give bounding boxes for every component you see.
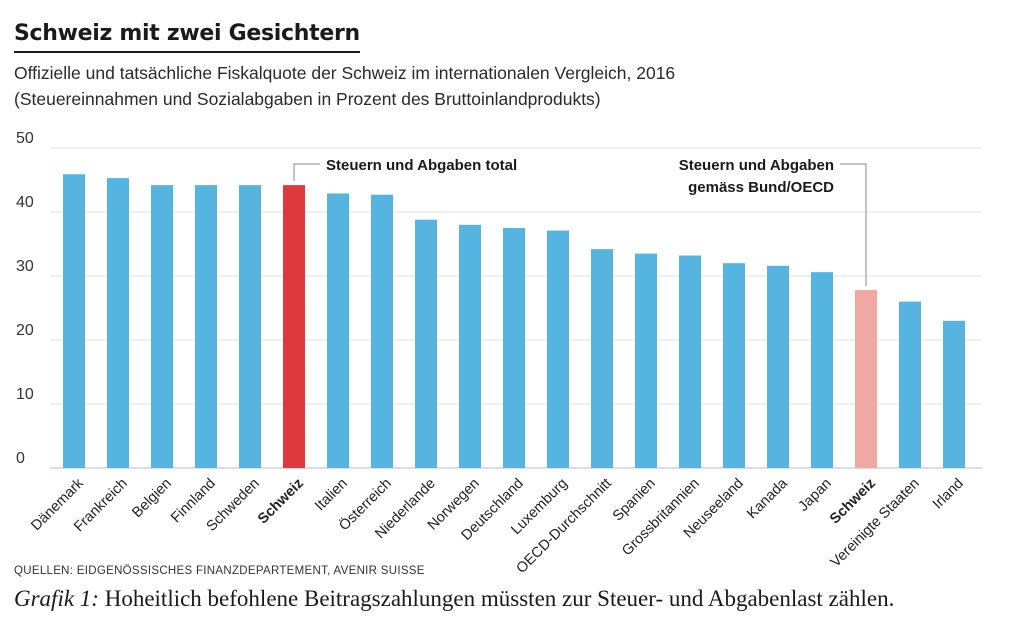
caption-text: Hoheitlich befohlene Beitragszahlungen m… — [98, 586, 895, 611]
source-note: QUELLEN: EIDGENÖSSISCHES FINANZDEPARTEME… — [14, 565, 425, 577]
bar — [767, 265, 789, 468]
x-tick-label: Grossbritannien — [619, 476, 703, 560]
bar — [503, 228, 525, 468]
bar — [327, 193, 349, 468]
chart-title: Schweiz mit zwei Gesichtern — [14, 20, 360, 53]
annotation-label: Steuern und Abgaben — [679, 157, 834, 174]
y-tick-label: 20 — [16, 322, 34, 339]
annotation-leader-line — [840, 163, 867, 287]
bar — [811, 272, 833, 468]
bar — [591, 249, 613, 468]
bar — [899, 301, 921, 468]
bar — [195, 185, 217, 468]
bar — [63, 174, 85, 469]
bar — [107, 178, 129, 468]
bar — [151, 185, 173, 468]
annotation-label: gemäss Bund/OECD — [688, 179, 834, 196]
caption-lead: Grafik 1: — [14, 586, 99, 611]
bar — [635, 253, 657, 468]
x-tick-label: Italien — [312, 476, 351, 515]
bar — [855, 290, 877, 468]
y-tick-label: 50 — [16, 130, 34, 147]
figure-caption: Grafik 1: Hoheitlich befohlene Beitragsz… — [14, 586, 894, 612]
chart-subtitle: Offizielle und tatsächliche Fiskalquote … — [14, 63, 676, 83]
x-axis-labels: DänemarkFrankreichBelgienFinnlandSchwede… — [28, 474, 967, 577]
x-tick-label: Irland — [930, 476, 967, 513]
annotation-leader-line — [293, 163, 320, 182]
x-tick-label: Schweiz — [255, 476, 307, 528]
x-tick-label: Kanada — [744, 475, 791, 522]
bar — [371, 194, 393, 468]
y-tick-label: 30 — [16, 258, 34, 275]
bar — [283, 185, 305, 468]
x-tick-label: Japan — [796, 476, 835, 515]
bar — [239, 185, 261, 468]
bar — [547, 230, 569, 468]
bars-layer — [63, 174, 965, 469]
annotation-label: Steuern und Abgaben total — [326, 157, 517, 174]
bar — [415, 219, 437, 468]
y-tick-label: 10 — [16, 386, 34, 403]
y-tick-label: 40 — [16, 194, 34, 211]
bar — [459, 224, 481, 468]
annotation-layer: Steuern und Abgaben total Steuern und Abg… — [293, 157, 867, 287]
bar — [679, 255, 701, 468]
bar — [723, 263, 745, 468]
y-tick-label: 0 — [16, 450, 25, 467]
bar — [943, 320, 965, 468]
chart-subtitle-units: (Steuereinnahmen und Sozialabgaben in Pr… — [14, 89, 601, 109]
